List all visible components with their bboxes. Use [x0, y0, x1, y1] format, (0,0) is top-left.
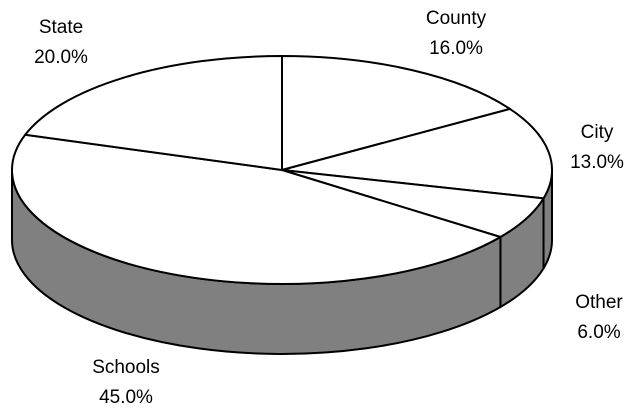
slice-label-other: Other [575, 292, 623, 313]
slice-city [281, 107, 553, 200]
slice-county [281, 55, 511, 171]
slice-value-state: 20.0% [34, 47, 88, 68]
pie-labels: County 16.0% City 13.0% Other 6.0% Schools 45.0… [34, 8, 624, 408]
slice-label-county: County [426, 8, 487, 29]
slice-label-city: City [581, 122, 614, 143]
slice-value-county: 16.0% [429, 38, 483, 59]
slice-value-other: 6.0% [577, 322, 620, 343]
slice-schools [11, 133, 502, 285]
pie-tops [11, 55, 553, 285]
slice-label-schools: Schools [92, 357, 160, 378]
slice-value-city: 13.0% [570, 152, 624, 173]
slice-value-schools: 45.0% [99, 387, 153, 408]
slice-label-state: State [39, 17, 83, 38]
slice-state [24, 55, 283, 171]
